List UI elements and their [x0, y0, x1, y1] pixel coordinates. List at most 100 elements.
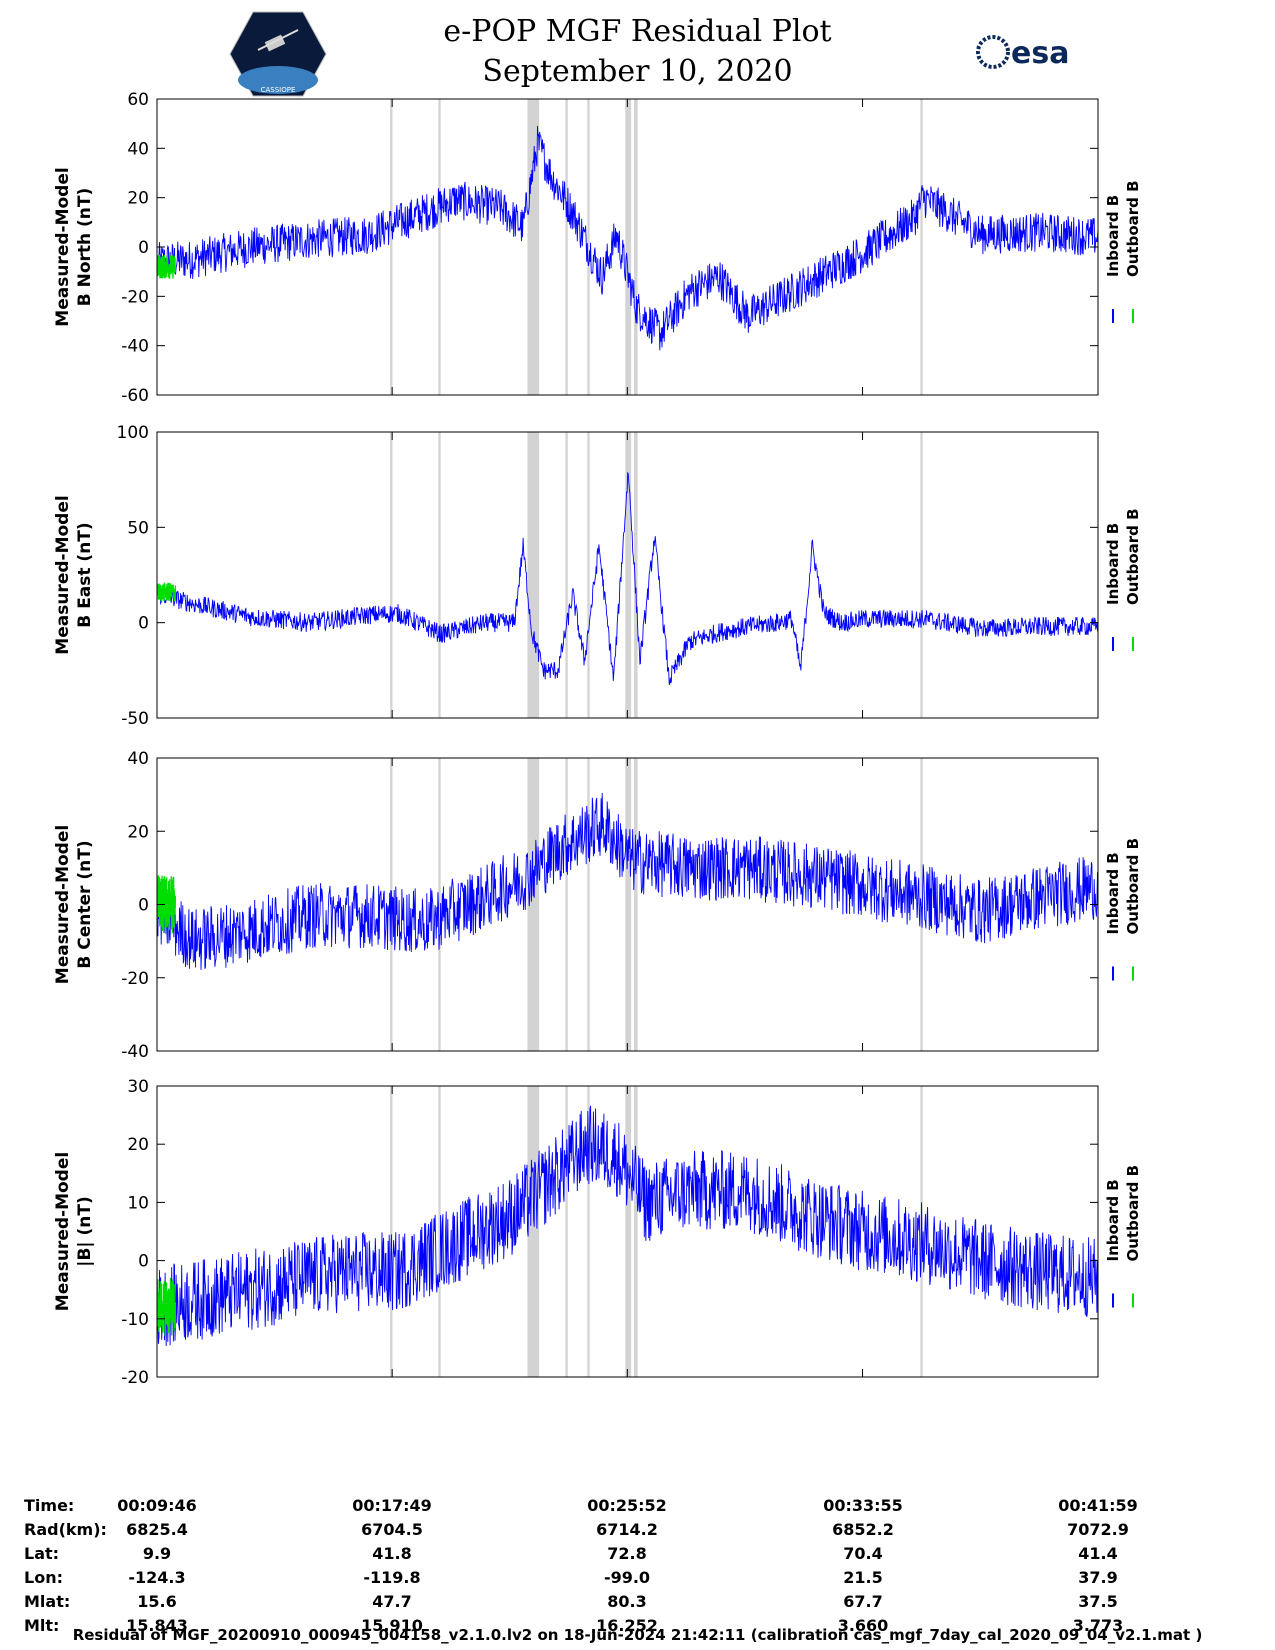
y-tick-label: 20	[127, 822, 149, 842]
panel-2: -50 0 50 100 Measured-Model B East (nT) Inboar…	[53, 423, 1142, 729]
data-gap-band	[390, 432, 393, 718]
ephemeris-cell: 16.252	[596, 1616, 658, 1635]
y-tick-label: 0	[138, 896, 149, 916]
y-tick-label: -20	[121, 1368, 149, 1388]
y-tick-label: -20	[121, 287, 149, 307]
ephemeris-row-label: Lat:	[24, 1544, 60, 1563]
ephemeris-cell: 6714.2	[596, 1520, 658, 1539]
data-gap-band	[565, 758, 568, 1051]
y-axis-label: Measured-Model B Center (nT)	[53, 825, 95, 984]
legend-entry: Outboard B	[1124, 180, 1142, 277]
footnote: Residual of MGF_20200910_000945_004158_v…	[72, 1626, 1203, 1644]
ephemeris-cell: 6825.4	[126, 1520, 188, 1539]
panel-4: -20 -10 0 10 20 30 Measured-Model |B| (nT) Inboa…	[53, 1077, 1142, 1388]
y-tick-label: -50	[121, 709, 149, 729]
data-gap-band	[565, 1086, 568, 1377]
y-tick-label: 50	[127, 518, 149, 538]
residual-charts: -60 -40 -20 0 20 40 60 Measured-Model B North (n…	[53, 90, 1142, 1388]
panel-1: -60 -40 -20 0 20 40 60 Measured-Model B North (n…	[53, 90, 1142, 406]
ephemeris-cell: -119.8	[363, 1568, 421, 1587]
y-tick-label: 0	[138, 1252, 149, 1272]
y-axis-label: Measured-Model B East (nT)	[53, 495, 95, 654]
y-tick-label: 30	[127, 1077, 149, 1097]
ephemeris-cell: 47.7	[372, 1592, 412, 1611]
data-gap-band	[527, 758, 540, 1051]
x-tick-label: 00:33:55	[823, 1496, 903, 1515]
data-gap-band	[587, 1086, 590, 1377]
series-outboard-line	[157, 875, 176, 934]
series-outboard-line	[157, 582, 176, 603]
x-tick-label: 00:25:52	[587, 1496, 667, 1515]
ephemeris-cell: 3.773	[1072, 1616, 1124, 1635]
ephemeris-table: Time: Rad(km): Lat: Lon: Mlat: Mlt: 00:09:46 68…	[0, 1460, 1275, 1635]
y-tick-label: 100	[117, 423, 149, 443]
esa-logo: esa	[976, 35, 1069, 71]
data-gap-band	[527, 432, 540, 718]
ephemeris-row-label: Time:	[24, 1496, 75, 1515]
y-tick-label: -60	[121, 386, 149, 406]
ephemeris-row-label: Mlt:	[24, 1616, 60, 1635]
data-gap-band	[438, 1086, 441, 1377]
y-tick-label: -40	[121, 337, 149, 357]
legend-entry: Outboard B	[1124, 1165, 1142, 1262]
data-gap-band	[634, 758, 638, 1051]
x-tick-label: 00:17:49	[352, 1496, 432, 1515]
esa-logo-text: esa	[1011, 36, 1069, 71]
data-gap-band	[438, 432, 441, 718]
data-gap-band	[527, 1086, 540, 1377]
data-gap-band	[390, 1086, 393, 1377]
data-gap-band	[625, 1086, 632, 1377]
ephemeris-row-label: Rad(km):	[24, 1520, 107, 1539]
series-outboard-line	[157, 254, 176, 279]
data-gap-band	[390, 99, 393, 395]
series-inboard-line	[157, 1105, 1098, 1347]
series-outboard-line	[157, 1278, 176, 1337]
series-inboard-line	[157, 125, 1098, 351]
y-tick-label: 20	[127, 1135, 149, 1155]
y-tick-label: 40	[127, 749, 149, 769]
ephemeris-cell: 15.6	[137, 1592, 177, 1611]
y-tick-label: 40	[127, 139, 149, 159]
legend-entry: Outboard B	[1124, 838, 1142, 935]
y-axis-label: Measured-Model B North (nT)	[53, 167, 95, 326]
series-inboard-line	[157, 792, 1098, 970]
x-tick-label: 00:09:46	[117, 1496, 197, 1515]
y-tick-label: 0	[138, 614, 149, 634]
data-gap-band	[920, 99, 923, 395]
y-tick-label: 0	[138, 238, 149, 258]
data-gap-band	[587, 758, 590, 1051]
ephemeris-cell: 37.5	[1078, 1592, 1118, 1611]
header: CASSIOPE e-POP MGF Residual Plot Septemb…	[0, 0, 1275, 100]
y-tick-label: 20	[127, 189, 149, 209]
legend-entry: Inboard B	[1104, 1179, 1122, 1261]
data-gap-band	[438, 758, 441, 1051]
chart-title: e-POP MGF Residual Plot	[443, 14, 832, 49]
chart-subtitle: September 10, 2020	[482, 54, 793, 89]
ephemeris-cell: 21.5	[843, 1568, 883, 1587]
y-tick-label: -20	[121, 969, 149, 989]
ephemeris-cell: 7072.9	[1067, 1520, 1129, 1539]
series-inboard-line	[157, 471, 1098, 685]
cassiope-logo-text: CASSIOPE	[261, 86, 296, 94]
x-tick-label: 00:41:59	[1058, 1496, 1138, 1515]
ephemeris-cell: 3.660	[837, 1616, 889, 1635]
legend-entry: Outboard B	[1124, 508, 1142, 605]
data-gap-band	[587, 99, 590, 395]
ephemeris-cell: 37.9	[1078, 1568, 1118, 1587]
ephemeris-cell: 80.3	[607, 1592, 647, 1611]
ephemeris-cell: -99.0	[603, 1568, 651, 1587]
ephemeris-row-label: Mlat:	[24, 1592, 71, 1611]
data-gap-band	[587, 432, 590, 718]
ephemeris-cell: 6704.5	[361, 1520, 423, 1539]
panel-3: -40 -20 0 20 40 Measured-Model B Center (nT) In…	[53, 749, 1142, 1062]
y-tick-label: -10	[121, 1310, 149, 1330]
ephemeris-cell: 72.8	[607, 1544, 647, 1563]
ephemeris-cell: 41.8	[372, 1544, 412, 1563]
ephemeris-cell: 67.7	[843, 1592, 883, 1611]
legend-entry: Inboard B	[1104, 195, 1122, 277]
ephemeris-cell: 6852.2	[832, 1520, 894, 1539]
y-tick-label: -40	[121, 1042, 149, 1062]
y-tick-label: 60	[127, 90, 149, 110]
data-gap-band	[527, 99, 540, 395]
data-gap-band	[565, 432, 568, 718]
